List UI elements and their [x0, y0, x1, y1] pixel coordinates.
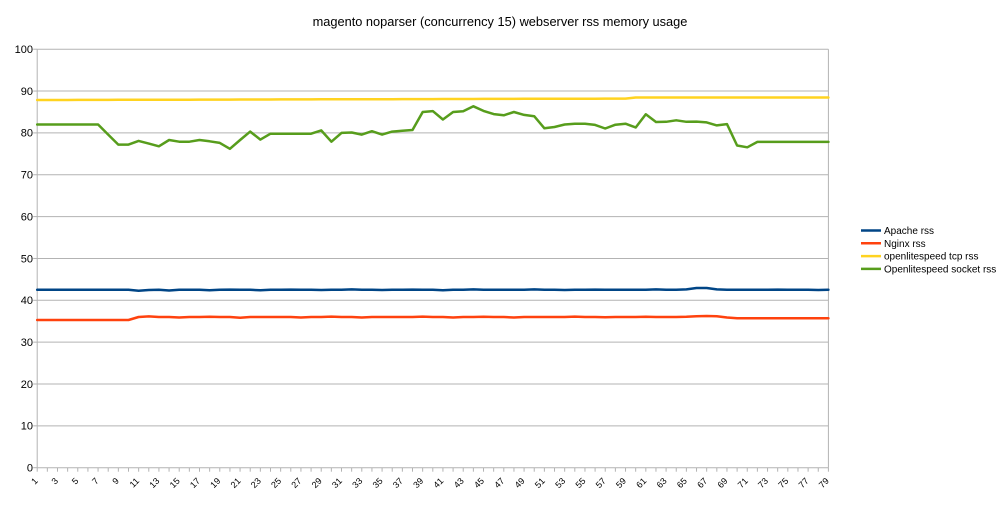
svg-text:40: 40: [21, 295, 33, 307]
svg-text:10: 10: [21, 421, 33, 433]
svg-text:1: 1: [29, 476, 40, 487]
svg-text:Nginx rss: Nginx rss: [884, 239, 926, 250]
svg-text:3: 3: [49, 476, 60, 487]
svg-text:100: 100: [15, 44, 33, 56]
svg-text:90: 90: [21, 86, 33, 98]
svg-text:magento noparser (concurrency: magento noparser (concurrency 15) webser…: [313, 14, 688, 29]
svg-text:70: 70: [21, 170, 33, 182]
svg-text:Openlitespeed socket rss: Openlitespeed socket rss: [884, 264, 996, 275]
svg-text:80: 80: [21, 128, 33, 140]
svg-text:30: 30: [21, 337, 33, 349]
svg-text:0: 0: [27, 463, 33, 475]
svg-text:60: 60: [21, 211, 33, 223]
svg-text:7: 7: [90, 476, 101, 487]
svg-text:50: 50: [21, 253, 33, 265]
svg-text:5: 5: [70, 476, 81, 487]
svg-text:Apache rss: Apache rss: [884, 226, 934, 237]
svg-text:openlitespeed tcp rss: openlitespeed tcp rss: [884, 252, 979, 263]
svg-text:20: 20: [21, 379, 33, 391]
svg-text:9: 9: [110, 476, 121, 487]
